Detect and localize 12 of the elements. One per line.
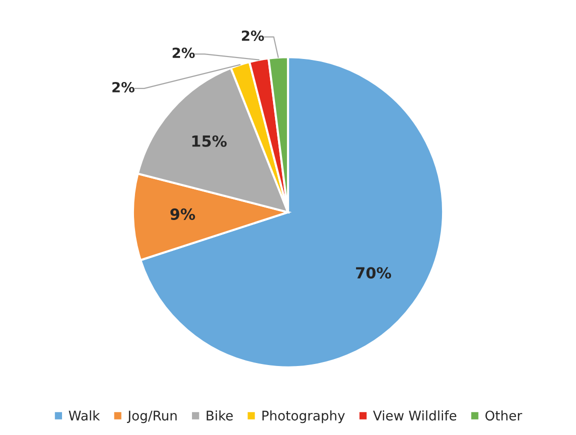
data-label: 2% [112, 82, 134, 92]
legend-label: Bike [206, 410, 233, 421]
legend-label: Other [485, 410, 522, 421]
data-label: 2% [242, 30, 264, 41]
legend-label: Photography [262, 410, 345, 424]
legend-label: Jog/Run [126, 410, 177, 424]
legend-label: Walk [68, 410, 100, 421]
data-label: 70% [356, 267, 392, 279]
data-label: 15% [192, 135, 227, 147]
legend-label: View Wildlife [373, 410, 456, 421]
data-label: 9% [170, 208, 196, 220]
data-label: 2% [172, 48, 195, 58]
